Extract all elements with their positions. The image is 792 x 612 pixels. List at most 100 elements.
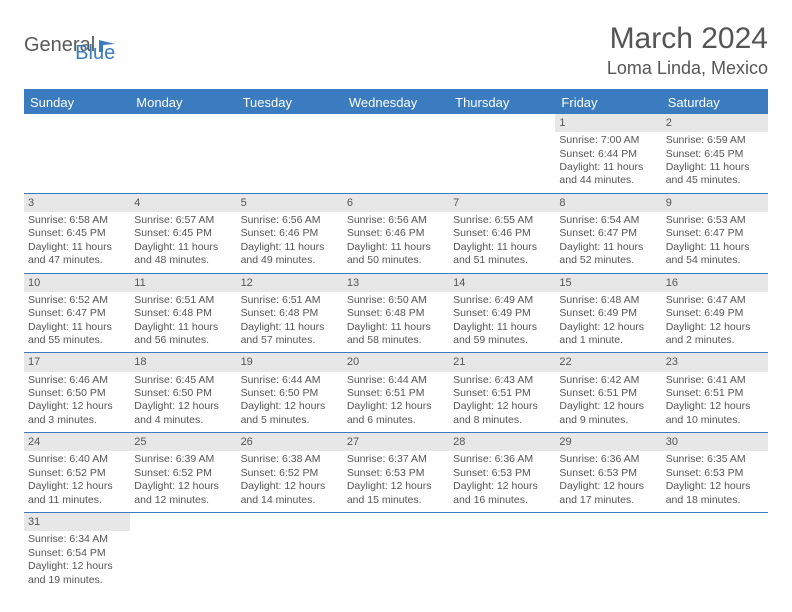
cell-daylight1: Daylight: 11 hours <box>347 241 445 254</box>
calendar-cell: 12Sunrise: 6:51 AMSunset: 6:48 PMDayligh… <box>237 274 343 353</box>
cell-sunset: Sunset: 6:51 PM <box>347 387 445 400</box>
cell-daylight2: and 11 minutes. <box>28 494 126 507</box>
cell-sunrise: Sunrise: 6:35 AM <box>666 453 764 466</box>
calendar-week: 31 Sunrise: 6:34 AMSunset: 6:54 PMDayligh… <box>24 513 768 592</box>
cell-daylight1: Daylight: 12 hours <box>134 480 232 493</box>
cell-daylight1: Daylight: 11 hours <box>666 161 764 174</box>
cell-daylight1: Daylight: 11 hours <box>241 241 339 254</box>
cell-daylight1: Daylight: 11 hours <box>134 321 232 334</box>
day-number: 13 <box>343 274 449 292</box>
header: General Blue March 2024 Loma Linda, Mexi… <box>24 22 768 79</box>
day-number: 27 <box>343 433 449 451</box>
cell-sunset: Sunset: 6:45 PM <box>134 227 232 240</box>
cell-sunset: Sunset: 6:45 PM <box>666 148 764 161</box>
cell-sunset: Sunset: 6:50 PM <box>134 387 232 400</box>
weekday-header: Monday <box>130 91 236 114</box>
day-number: 28 <box>449 433 555 451</box>
cell-daylight2: and 55 minutes. <box>28 334 126 347</box>
cell-sunset: Sunset: 6:51 PM <box>453 387 551 400</box>
cell-daylight2: and 47 minutes. <box>28 254 126 267</box>
cell-sunset: Sunset: 6:53 PM <box>559 467 657 480</box>
cell-daylight2: and 8 minutes. <box>453 414 551 427</box>
calendar-cell: 18Sunrise: 6:45 AMSunset: 6:50 PMDayligh… <box>130 353 236 432</box>
calendar-cell: 19Sunrise: 6:44 AMSunset: 6:50 PMDayligh… <box>237 353 343 432</box>
cell-sunrise: Sunrise: 6:50 AM <box>347 294 445 307</box>
cell-daylight2: and 14 minutes. <box>241 494 339 507</box>
calendar-cell-empty <box>130 513 236 592</box>
calendar-cell: 17Sunrise: 6:46 AMSunset: 6:50 PMDayligh… <box>24 353 130 432</box>
calendar-cell-empty <box>24 114 130 193</box>
calendar-cell: 25Sunrise: 6:39 AMSunset: 6:52 PMDayligh… <box>130 433 236 512</box>
cell-daylight2: and 10 minutes. <box>666 414 764 427</box>
logo: General Blue <box>24 26 115 65</box>
cell-daylight1: Daylight: 11 hours <box>28 321 126 334</box>
day-number: 11 <box>130 274 236 292</box>
cell-sunrise: Sunrise: 6:46 AM <box>28 374 126 387</box>
calendar-cell-empty <box>662 513 768 592</box>
cell-sunrise: Sunrise: 7:00 AM <box>559 134 657 147</box>
calendar-week: 24Sunrise: 6:40 AMSunset: 6:52 PMDayligh… <box>24 433 768 513</box>
cell-daylight1: Daylight: 12 hours <box>134 400 232 413</box>
cell-daylight2: and 45 minutes. <box>666 174 764 187</box>
cell-sunset: Sunset: 6:46 PM <box>347 227 445 240</box>
day-number: 9 <box>662 194 768 212</box>
cell-sunrise: Sunrise: 6:45 AM <box>134 374 232 387</box>
cell-sunset: Sunset: 6:44 PM <box>559 148 657 161</box>
cell-sunset: Sunset: 6:53 PM <box>453 467 551 480</box>
day-number: 26 <box>237 433 343 451</box>
calendar-cell-empty <box>449 114 555 193</box>
cell-sunset: Sunset: 6:49 PM <box>453 307 551 320</box>
day-number: 31 <box>24 513 130 531</box>
cell-daylight1: Daylight: 12 hours <box>559 400 657 413</box>
cell-daylight1: Daylight: 11 hours <box>559 241 657 254</box>
cell-sunset: Sunset: 6:50 PM <box>241 387 339 400</box>
day-number: 16 <box>662 274 768 292</box>
cell-sunrise: Sunrise: 6:36 AM <box>453 453 551 466</box>
cell-daylight1: Daylight: 11 hours <box>28 241 126 254</box>
cell-sunrise: Sunrise: 6:34 AM <box>28 533 126 546</box>
cell-sunset: Sunset: 6:47 PM <box>28 307 126 320</box>
cell-sunset: Sunset: 6:48 PM <box>347 307 445 320</box>
cell-daylight2: and 48 minutes. <box>134 254 232 267</box>
calendar-cell: 11Sunrise: 6:51 AMSunset: 6:48 PMDayligh… <box>130 274 236 353</box>
cell-sunset: Sunset: 6:51 PM <box>666 387 764 400</box>
cell-sunset: Sunset: 6:53 PM <box>347 467 445 480</box>
cell-daylight1: Daylight: 12 hours <box>666 400 764 413</box>
cell-sunset: Sunset: 6:54 PM <box>28 547 126 560</box>
calendar-cell-empty <box>555 513 661 592</box>
calendar-cell: 1 Sunrise: 7:00 AMSunset: 6:44 PMDaylight… <box>555 114 661 193</box>
location: Loma Linda, Mexico <box>607 58 768 79</box>
calendar-cell: 9Sunrise: 6:53 AMSunset: 6:47 PMDaylight… <box>662 194 768 273</box>
cell-daylight2: and 16 minutes. <box>453 494 551 507</box>
cell-sunset: Sunset: 6:46 PM <box>453 227 551 240</box>
calendar-cell: 31 Sunrise: 6:34 AMSunset: 6:54 PMDayligh… <box>24 513 130 592</box>
cell-daylight1: Daylight: 12 hours <box>241 400 339 413</box>
day-number: 25 <box>130 433 236 451</box>
cell-daylight1: Daylight: 11 hours <box>559 161 657 174</box>
cell-daylight2: and 44 minutes. <box>559 174 657 187</box>
weekday-header: Wednesday <box>343 91 449 114</box>
day-number: 14 <box>449 274 555 292</box>
cell-daylight1: Daylight: 11 hours <box>453 321 551 334</box>
calendar-week: 1Sunrise: 7:00 AMSunset: 6:44 PMDaylight… <box>24 114 768 194</box>
cell-daylight1: Daylight: 12 hours <box>28 560 126 573</box>
day-number: 1 <box>555 114 661 132</box>
day-number: 8 <box>555 194 661 212</box>
day-number: 3 <box>24 194 130 212</box>
cell-daylight2: and 4 minutes. <box>134 414 232 427</box>
calendar-cell-empty <box>130 114 236 193</box>
cell-sunrise: Sunrise: 6:37 AM <box>347 453 445 466</box>
day-number: 12 <box>237 274 343 292</box>
cell-sunrise: Sunrise: 6:42 AM <box>559 374 657 387</box>
calendar-header-row: SundayMondayTuesdayWednesdayThursdayFrid… <box>24 91 768 114</box>
cell-daylight2: and 50 minutes. <box>347 254 445 267</box>
calendar-cell: 28Sunrise: 6:36 AMSunset: 6:53 PMDayligh… <box>449 433 555 512</box>
cell-daylight1: Daylight: 12 hours <box>559 321 657 334</box>
calendar-cell-empty <box>237 513 343 592</box>
cell-daylight1: Daylight: 12 hours <box>28 400 126 413</box>
calendar-cell: 21Sunrise: 6:43 AMSunset: 6:51 PMDayligh… <box>449 353 555 432</box>
cell-daylight1: Daylight: 12 hours <box>666 321 764 334</box>
cell-sunset: Sunset: 6:50 PM <box>28 387 126 400</box>
cell-sunset: Sunset: 6:52 PM <box>241 467 339 480</box>
cell-sunset: Sunset: 6:45 PM <box>28 227 126 240</box>
